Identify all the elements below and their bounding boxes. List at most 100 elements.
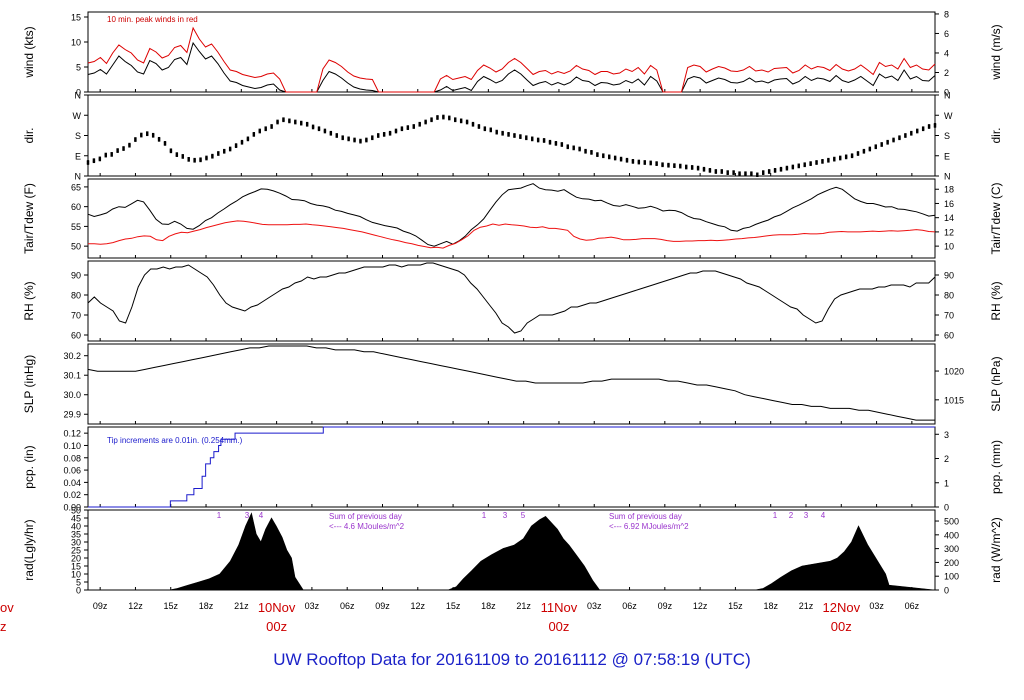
direction-point <box>779 166 783 169</box>
direction-point <box>436 117 439 120</box>
x-tick-label: 15z <box>163 601 178 611</box>
direction-point <box>898 135 901 138</box>
direction-point <box>92 158 96 161</box>
x-tick-label: 21z <box>799 601 814 611</box>
direction-point <box>827 160 830 163</box>
direction-point <box>382 132 386 135</box>
direction-point <box>921 126 925 129</box>
direction-point <box>661 163 664 166</box>
direction-point <box>874 147 877 150</box>
direction-point <box>477 126 481 129</box>
direction-point <box>702 169 706 172</box>
direction-point <box>797 163 800 166</box>
direction-point <box>726 170 729 173</box>
direction-point <box>637 159 641 162</box>
direction-point <box>335 135 338 138</box>
direction-point <box>258 130 261 132</box>
direction-point <box>750 172 753 175</box>
direction-point <box>519 135 522 138</box>
direction-point <box>264 127 267 130</box>
x-tick-label: 06z <box>340 601 355 611</box>
y-tick-label-left: 5 <box>76 63 81 73</box>
y-tick-label-right: 400 <box>944 530 959 540</box>
direction-point <box>536 139 540 141</box>
direction-point <box>377 134 380 137</box>
direction-point <box>685 167 688 170</box>
direction-point <box>602 156 605 159</box>
direction-point <box>163 143 167 146</box>
direction-point <box>98 156 102 159</box>
direction-point <box>258 131 261 134</box>
direction-point <box>459 119 463 122</box>
direction-point <box>465 121 469 123</box>
direction-point <box>744 171 747 174</box>
direction-point <box>750 174 753 177</box>
direction-point <box>459 118 463 121</box>
panel-frame <box>87 11 936 93</box>
peak-marker-label: 1 <box>773 511 778 520</box>
direction-point <box>388 130 392 133</box>
direction-point <box>655 163 658 166</box>
direction-point <box>815 161 818 164</box>
direction-point <box>146 132 149 135</box>
direction-point <box>839 158 842 161</box>
direction-point <box>608 154 611 157</box>
direction-point <box>329 133 333 136</box>
y-tick-label-left: 0 <box>76 88 81 98</box>
direction-point <box>619 159 623 162</box>
direction-point <box>140 132 143 135</box>
direction-point <box>424 122 427 125</box>
direction-point <box>619 156 623 159</box>
direction-point <box>412 125 415 128</box>
pressure-line <box>87 345 935 421</box>
direction-point <box>465 119 469 122</box>
direction-point <box>898 136 901 139</box>
peak-marker-label: 3 <box>245 511 250 520</box>
direction-point <box>726 171 729 174</box>
direction-point <box>708 170 712 173</box>
direction-point <box>205 155 208 158</box>
direction-point <box>489 130 492 133</box>
direction-point <box>815 160 818 163</box>
direction-point <box>323 130 327 132</box>
direction-point <box>631 159 635 162</box>
x-tick-label: 18z <box>481 601 496 611</box>
direction-point <box>596 153 599 156</box>
direction-point <box>531 139 534 142</box>
direction-point <box>418 121 421 124</box>
y-tick-label-right: W <box>944 111 953 121</box>
direction-point <box>554 142 558 145</box>
panel-radiation: 051015202530354045500100200300400500rad(… <box>22 506 1003 596</box>
direction-point <box>696 165 700 168</box>
direction-point <box>282 118 285 121</box>
direction-point <box>305 121 309 124</box>
y-tick-label-left: 15 <box>71 562 81 572</box>
direction-point <box>382 133 386 136</box>
direction-point <box>501 132 504 135</box>
direction-point <box>454 118 457 121</box>
y-tick-label-left: 20 <box>71 554 81 564</box>
direction-point <box>797 164 800 167</box>
direction-point <box>720 171 723 174</box>
direction-point <box>809 163 812 166</box>
direction-point <box>199 160 202 163</box>
panel-pressure: 29.9 30.0 30.1 30.2 1015 1020 SLP (inHg) SLP (h… <box>22 343 1003 425</box>
direction-point <box>394 130 398 132</box>
direction-point <box>927 124 931 127</box>
direction-point <box>501 130 504 133</box>
direction-point <box>927 126 931 129</box>
direction-point <box>839 155 842 158</box>
y-tick-label-left: 0.04 <box>63 478 81 488</box>
direction-point <box>542 139 546 142</box>
direction-point <box>353 137 356 140</box>
y-tick-label-left: 25 <box>71 546 81 556</box>
date-hour-label-cut: z <box>0 619 7 634</box>
date-label: 12Nov <box>822 600 860 615</box>
direction-point <box>892 137 895 140</box>
direction-point <box>904 135 907 138</box>
y-axis-label-right: rad (W/m^2) <box>989 517 1003 583</box>
direction-point <box>347 136 350 139</box>
direction-point <box>685 166 688 168</box>
direction-point <box>151 135 155 138</box>
direction-point <box>673 166 676 168</box>
